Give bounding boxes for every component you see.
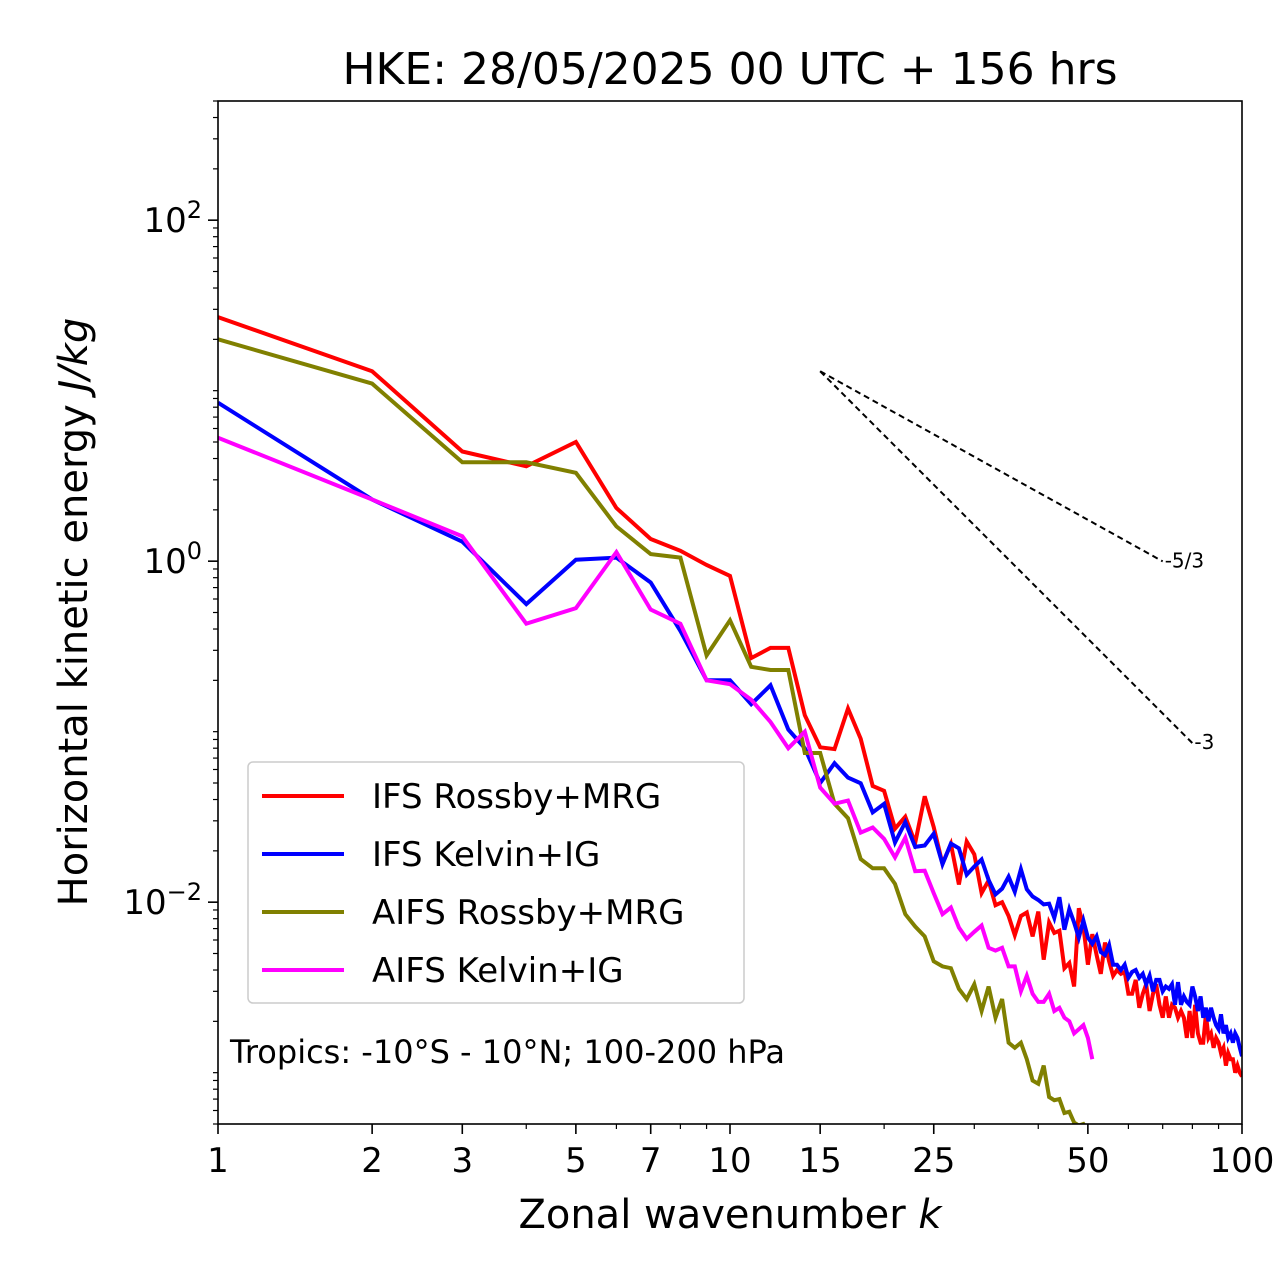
series-group (218, 315, 1242, 1124)
x-tick-label: 50 (1066, 1141, 1109, 1181)
x-axis-label: Zonal wavenumber k (518, 1192, 943, 1238)
x-tick-label: 10 (708, 1141, 751, 1181)
chart-title: HKE: 28/05/2025 00 UTC + 156 hrs (342, 44, 1117, 95)
y-axis-label: Horizontal kinetic energy J/kg (51, 318, 97, 907)
series-line-3 (218, 337, 1086, 1124)
legend-label-4: AIFS Kelvin+IG (372, 951, 624, 991)
y-tick-label: 10−2 (123, 878, 202, 923)
plot-area: -5/3 -3 (218, 315, 1242, 1124)
legend-label-2: IFS Kelvin+IG (372, 835, 600, 875)
y-axis: 10−2 100 102 (123, 100, 218, 1125)
x-tick-label: 1 (207, 1141, 229, 1181)
legend: IFS Rossby+MRG IFS Kelvin+IG AIFS Rossby+M… (247, 761, 745, 1004)
region-annotation: Tropics: -10°S - 10°N; 100-200 hPa (229, 1033, 785, 1071)
x-axis: 1 2 3 5 7 10 15 25 50 100 (207, 1124, 1274, 1181)
x-tick-label: 25 (912, 1141, 955, 1181)
x-tick-label: 5 (565, 1141, 587, 1181)
x-tick-label: 15 (799, 1141, 842, 1181)
legend-box (247, 761, 745, 1004)
y-tick-label: 100 (143, 537, 202, 582)
reference-line-2 (819, 370, 1194, 744)
legend-label-3: AIFS Rossby+MRG (372, 893, 684, 933)
x-tick-label: 100 (1210, 1141, 1275, 1181)
series-line-2 (218, 401, 1242, 1057)
x-tick-label: 3 (451, 1141, 473, 1181)
x-tick-label: 7 (640, 1141, 662, 1181)
reference-line-1 (819, 370, 1164, 563)
reference-label-1: -5/3 (1165, 548, 1204, 572)
series-line-1 (218, 315, 1242, 1078)
x-tick-label: 2 (361, 1141, 383, 1181)
y-tick-label: 102 (143, 196, 202, 241)
legend-label-1: IFS Rossby+MRG (372, 777, 661, 817)
series-line-4 (218, 435, 1095, 1060)
reference-label-2: -3 (1194, 730, 1214, 754)
